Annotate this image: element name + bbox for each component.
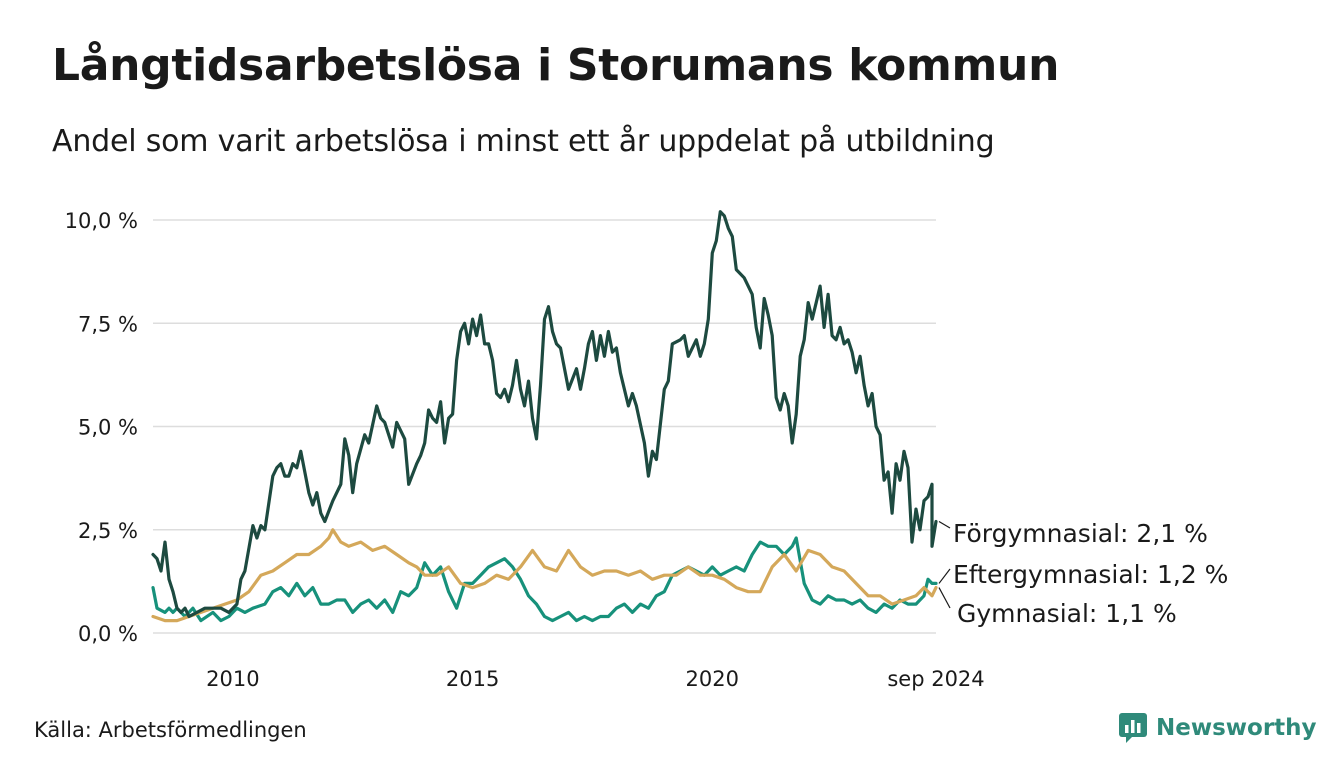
series-labels: Förgymnasial: 2,1 % Eftergymnasial: 1,2 %… [938,519,1228,628]
x-axis: 2010 2015 2020 sep 2024 [206,667,984,691]
series-line-gymnasial [151,528,938,623]
newsworthy-logo-icon [1119,713,1147,743]
series-label-förgymnasial: Förgymnasial: 2,1 % [953,519,1208,548]
x-tick-label: 2020 [686,667,739,691]
x-tick-label: sep 2024 [887,667,984,691]
x-tick-label: 2010 [206,667,259,691]
label-leader-line [938,587,951,609]
series-lines [151,210,938,623]
chart-subtitle: Andel som varit arbetslösa i minst ett å… [52,124,995,159]
series-line-eftergymnasial [151,536,938,623]
chart-title: Långtidsarbetslösa i Storumans kommun [52,40,1060,91]
series-label-gymnasial: Gymnasial: 1,1 % [957,599,1177,628]
y-tick-label: 0,0 % [78,622,138,646]
label-leader-line [938,568,951,584]
brand[interactable]: Newsworthy [1118,712,1317,744]
y-axis: 0,0 % 2,5 % 5,0 % 7,5 % 10,0 % [65,209,138,646]
y-tick-label: 7,5 % [78,312,138,336]
x-tick-label: 2015 [446,667,499,691]
y-tick-label: 10,0 % [65,209,138,233]
label-leader-line [938,520,951,529]
y-tick-label: 5,0 % [78,416,138,440]
series-label-eftergymnasial: Eftergymnasial: 1,2 % [953,560,1228,589]
source-note: Källa: Arbetsförmedlingen [34,718,307,742]
y-tick-label: 2,5 % [78,519,138,543]
brand-name: Newsworthy [1156,715,1317,741]
series-line-förgymnasial [151,210,938,619]
